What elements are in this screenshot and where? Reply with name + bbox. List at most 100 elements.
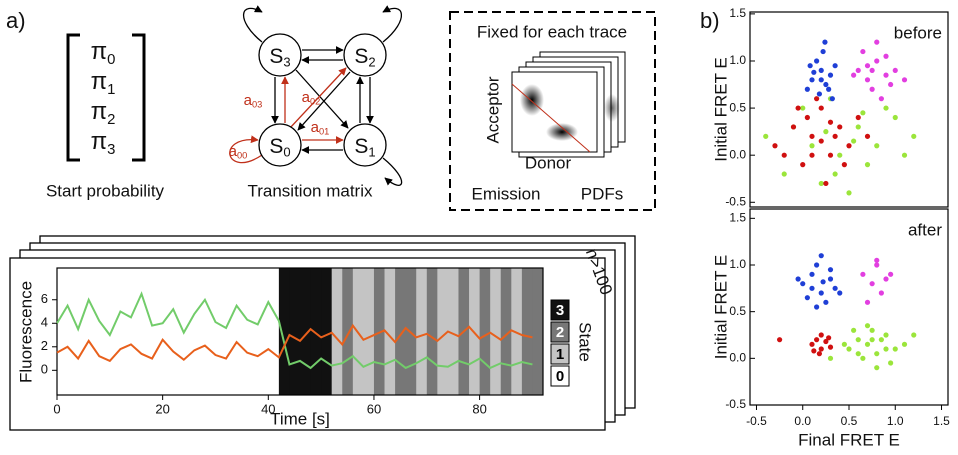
point: [856, 337, 861, 342]
point: [826, 87, 831, 92]
state-band: [268, 268, 279, 395]
state-key-label: 0: [556, 368, 564, 385]
page: a) π0π1π2π3 Start probability S3S2S0S1a0…: [0, 0, 958, 455]
y-axis-label: Fluorescence: [16, 281, 35, 383]
state-band: [342, 268, 353, 395]
point: [870, 328, 875, 333]
pi-entry: π0: [91, 38, 116, 68]
point: [800, 162, 805, 167]
panel-label: a): [6, 8, 26, 33]
y-tick-label: 1.5: [729, 6, 746, 20]
state-node-sub: 1: [368, 145, 375, 160]
point: [819, 253, 824, 258]
state-band: [289, 268, 300, 395]
pi-entry-base: π: [91, 68, 108, 95]
point: [874, 40, 879, 45]
transition-label: a02: [302, 89, 321, 107]
x-tick-label: 0.5: [841, 414, 858, 428]
x-tick-label: 1.5: [933, 414, 950, 428]
panel-label: b): [700, 8, 720, 33]
point: [809, 143, 814, 148]
point: [865, 300, 870, 305]
state-key-label: 1: [556, 346, 564, 363]
caption: Transition matrix: [247, 181, 373, 200]
x-tick-label: 0.0: [794, 414, 811, 428]
state-node-base: S: [269, 135, 283, 158]
y-tick-label: 0.5: [729, 304, 746, 318]
state-band: [247, 268, 258, 395]
point: [828, 120, 833, 125]
point: [842, 162, 847, 167]
state-title: State: [576, 322, 595, 362]
point: [809, 153, 814, 158]
point: [805, 115, 810, 120]
state-band: [258, 268, 269, 395]
point: [883, 276, 888, 281]
point: [833, 134, 838, 139]
caption: Start probability: [46, 181, 165, 200]
point: [874, 58, 879, 63]
point: [865, 63, 870, 68]
pi-entry-base: π: [91, 98, 108, 125]
pi-entry: π1: [91, 68, 116, 98]
pdf-stack: [512, 52, 625, 157]
y-tick-label: 1.0: [729, 257, 746, 271]
point: [800, 281, 805, 286]
point: [874, 365, 879, 370]
point: [846, 190, 851, 195]
point: [809, 134, 814, 139]
state-band: [163, 268, 174, 395]
point: [819, 332, 824, 337]
point: [830, 96, 835, 101]
point: [796, 276, 801, 281]
point: [860, 356, 865, 361]
point: [805, 295, 810, 300]
point: [819, 77, 824, 82]
state-band: [332, 268, 343, 395]
point: [833, 171, 838, 176]
state-band: [532, 268, 543, 395]
caption: Emission: [472, 184, 541, 203]
point: [814, 337, 819, 342]
state-node-sub: 3: [283, 55, 290, 70]
point: [833, 63, 838, 68]
point: [777, 337, 782, 342]
point: [893, 115, 898, 120]
state-band: [68, 268, 79, 395]
point: [865, 342, 870, 347]
point: [851, 138, 856, 143]
point: [822, 40, 827, 45]
y-tick-label: -0.5: [725, 194, 746, 208]
point: [791, 124, 796, 129]
point: [805, 87, 810, 92]
transition-label-sub: 01: [319, 127, 329, 137]
point: [772, 143, 777, 148]
point: [883, 73, 888, 78]
x-tick-label: -0.5: [746, 414, 767, 428]
annotation: before: [894, 23, 942, 42]
point: [811, 70, 816, 75]
point: [809, 77, 814, 82]
point: [846, 346, 851, 351]
state-band: [194, 268, 205, 395]
y-tick-label: 0.0: [729, 351, 746, 365]
point: [860, 49, 865, 54]
state-node-sub: 0: [283, 145, 290, 160]
state-band: [363, 268, 374, 395]
point: [814, 58, 819, 63]
point: [814, 96, 819, 101]
point: [809, 272, 814, 277]
caption: PDFs: [581, 184, 624, 203]
point: [893, 68, 898, 73]
pi-entry-sub: 0: [107, 52, 115, 68]
state-band: [522, 268, 533, 395]
y-tick-label: 6: [41, 291, 48, 306]
transition-label-sub: 03: [252, 100, 262, 110]
point: [860, 110, 865, 115]
point: [828, 356, 833, 361]
point: [823, 129, 828, 134]
x-tick-label: 1.0: [887, 414, 904, 428]
state-band: [480, 268, 491, 395]
point: [833, 286, 838, 291]
point: [817, 351, 822, 356]
